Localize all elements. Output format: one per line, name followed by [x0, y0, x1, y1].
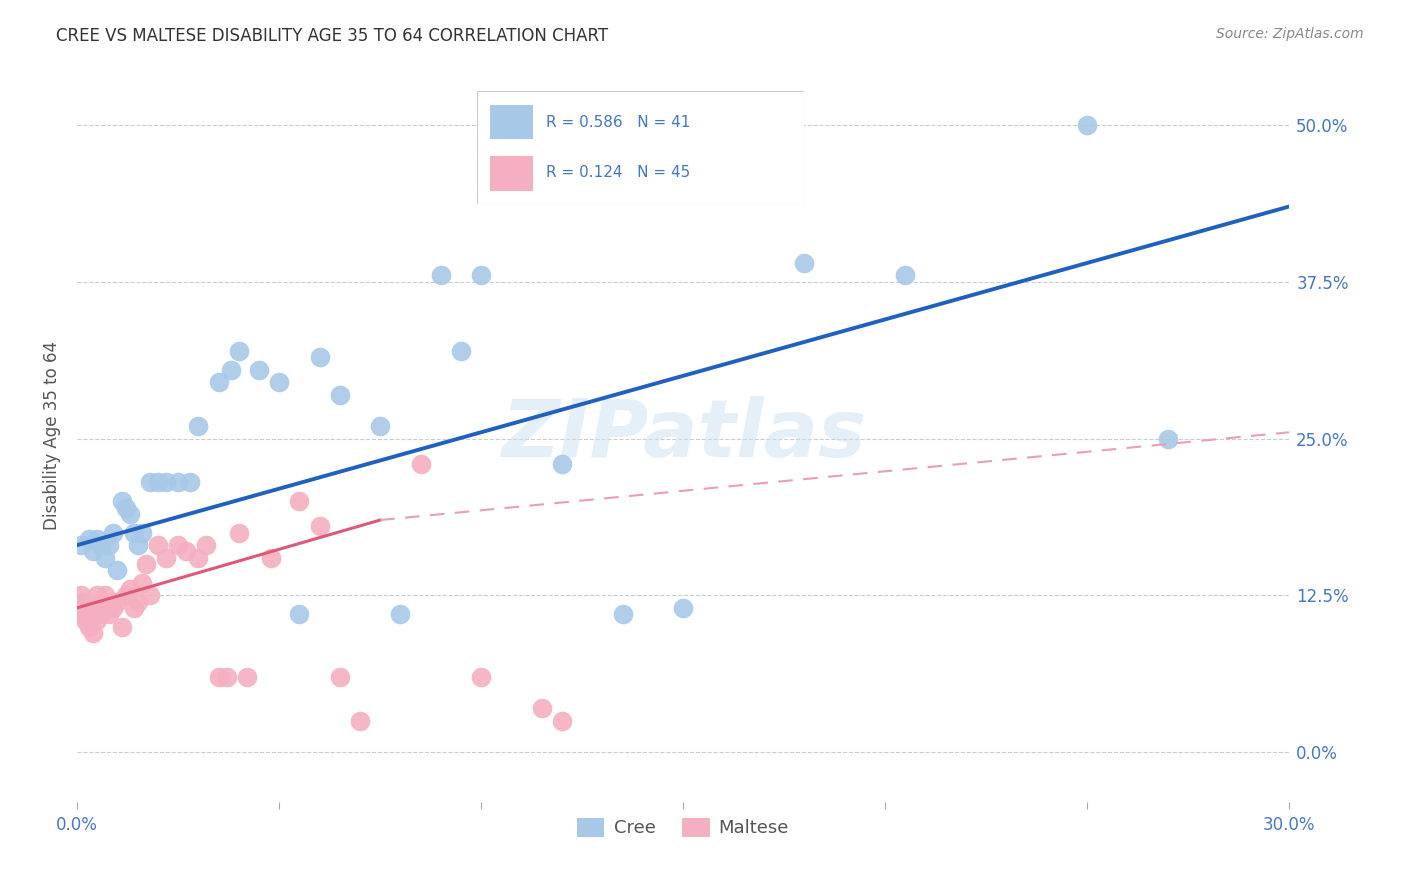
Point — [82, 544, 104, 558]
Point — [174, 544, 197, 558]
Point — [86, 588, 108, 602]
Point — [260, 550, 283, 565]
Point — [167, 538, 190, 552]
Point — [530, 701, 553, 715]
Point — [70, 607, 93, 621]
Point — [195, 538, 218, 552]
Point — [470, 268, 492, 283]
Point — [90, 594, 112, 608]
Point — [389, 607, 412, 621]
Point — [127, 594, 149, 608]
Point — [793, 256, 815, 270]
Point — [470, 670, 492, 684]
Point — [114, 500, 136, 515]
Point — [179, 475, 201, 490]
Point — [77, 607, 100, 621]
Point — [236, 670, 259, 684]
Point — [86, 614, 108, 628]
Point — [1157, 432, 1180, 446]
Point — [247, 362, 270, 376]
Point — [135, 557, 157, 571]
Point — [551, 714, 574, 728]
Point — [146, 475, 169, 490]
Point — [228, 525, 250, 540]
Point — [308, 350, 330, 364]
Point — [118, 507, 141, 521]
Point — [187, 550, 209, 565]
Point — [90, 607, 112, 621]
Text: ZIPatlas: ZIPatlas — [501, 396, 866, 475]
Point — [110, 494, 132, 508]
Point — [207, 670, 229, 684]
Point — [155, 550, 177, 565]
Point — [122, 525, 145, 540]
Point — [70, 538, 93, 552]
Text: Source: ZipAtlas.com: Source: ZipAtlas.com — [1216, 27, 1364, 41]
Point — [98, 607, 121, 621]
Point — [107, 563, 129, 577]
Point — [70, 594, 93, 608]
Point — [219, 362, 242, 376]
Point — [94, 588, 117, 602]
Point — [131, 575, 153, 590]
Y-axis label: Disability Age 35 to 64: Disability Age 35 to 64 — [44, 341, 60, 530]
Point — [450, 343, 472, 358]
Point — [894, 268, 917, 283]
Point — [110, 620, 132, 634]
Point — [77, 620, 100, 634]
Point — [82, 626, 104, 640]
Legend: Cree, Maltese: Cree, Maltese — [571, 811, 796, 845]
Point — [612, 607, 634, 621]
Text: CREE VS MALTESE DISABILITY AGE 35 TO 64 CORRELATION CHART: CREE VS MALTESE DISABILITY AGE 35 TO 64 … — [56, 27, 609, 45]
Point — [288, 607, 311, 621]
Point — [90, 538, 112, 552]
Point — [114, 588, 136, 602]
Point — [288, 494, 311, 508]
Point — [215, 670, 238, 684]
Point — [82, 600, 104, 615]
Point — [329, 670, 352, 684]
Point — [429, 268, 451, 283]
Point — [368, 419, 391, 434]
Point — [131, 525, 153, 540]
Point — [409, 457, 432, 471]
Point — [187, 419, 209, 434]
Point — [349, 714, 371, 728]
Point — [75, 600, 97, 615]
Point — [94, 600, 117, 615]
Point — [94, 550, 117, 565]
Point — [551, 457, 574, 471]
Point — [155, 475, 177, 490]
Point — [1076, 118, 1098, 132]
Point — [118, 582, 141, 596]
Point — [75, 614, 97, 628]
Point — [329, 387, 352, 401]
Point — [103, 525, 125, 540]
Point — [672, 600, 695, 615]
Point — [139, 588, 162, 602]
Point — [86, 532, 108, 546]
Point — [228, 343, 250, 358]
Point — [127, 538, 149, 552]
Point — [269, 375, 291, 389]
Point — [70, 588, 93, 602]
Point — [207, 375, 229, 389]
Point — [167, 475, 190, 490]
Point — [139, 475, 162, 490]
Point — [146, 538, 169, 552]
Point — [103, 600, 125, 615]
Point — [122, 600, 145, 615]
Point — [77, 532, 100, 546]
Point — [98, 538, 121, 552]
Point — [107, 594, 129, 608]
Point — [308, 519, 330, 533]
